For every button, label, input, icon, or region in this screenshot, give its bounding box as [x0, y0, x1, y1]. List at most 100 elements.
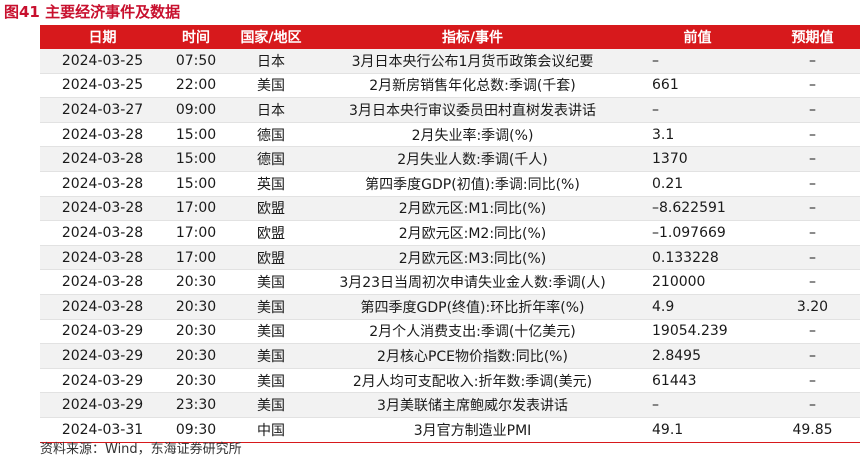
- indicator-header: 指标/事件: [315, 25, 630, 49]
- previous-value-cell: 661: [630, 73, 765, 99]
- indicator-cell: 3月日本央行审议委员田村直树发表讲话: [315, 97, 630, 123]
- table-header-row: 日期 时间 国家/地区 指标/事件 前值 预期值: [40, 25, 860, 49]
- date-cell: 2024-03-28: [40, 269, 165, 295]
- date-cell: 2024-03-29: [40, 368, 165, 394]
- time-cell: 17:00: [165, 220, 227, 246]
- table-row: 2024-03-28 20:30 美国 第四季度GDP(终值):环比折年率(%) 4.9…: [40, 294, 860, 320]
- indicator-cell: 2月新房销售年化总数:季调(千套): [315, 73, 630, 99]
- date-cell: 2024-03-29: [40, 392, 165, 418]
- indicator-cell: 3月23日当周初次申请失业金人数:季调(人): [315, 269, 630, 295]
- date-cell: 2024-03-28: [40, 146, 165, 172]
- region-cell: 欧盟: [227, 220, 315, 246]
- time-cell: 15:00: [165, 122, 227, 148]
- previous-value-cell: –: [630, 49, 765, 74]
- previous-value-cell: 2.8495: [630, 343, 765, 369]
- table-row: 2024-03-29 20:30 美国 2月人均可支配收入:折年数:季调(美元) 614…: [40, 368, 860, 394]
- forecast-value-cell: 3.20: [765, 294, 860, 320]
- time-cell: 09:00: [165, 97, 227, 123]
- previous-value-cell: 4.9: [630, 294, 765, 320]
- region-cell: 德国: [227, 122, 315, 148]
- table-row: 2024-03-28 17:00 欧盟 2月欧元区:M1:同比(%) –8.622591…: [40, 196, 860, 222]
- indicator-cell: 第四季度GDP(初值):季调:同比(%): [315, 171, 630, 197]
- table-row: 2024-03-31 09:30 中国 3月官方制造业PMI 49.1 49.85: [40, 417, 860, 443]
- forecast-value-cell: –: [765, 368, 860, 394]
- table-row: 2024-03-29 23:30 美国 3月美联储主席鲍威尔发表讲话 – –: [40, 392, 860, 418]
- forecast-header: 预期值: [765, 25, 860, 49]
- region-cell: 美国: [227, 294, 315, 320]
- region-cell: 美国: [227, 343, 315, 369]
- previous-value-cell: –: [630, 392, 765, 418]
- date-cell: 2024-03-25: [40, 73, 165, 99]
- region-cell: 欧盟: [227, 245, 315, 271]
- forecast-value-cell: –: [765, 220, 860, 246]
- forecast-value-cell: –: [765, 269, 860, 295]
- indicator-cell: 3月日本央行公布1月货币政策会议纪要: [315, 49, 630, 74]
- time-header: 时间: [165, 25, 227, 49]
- table-row: 2024-03-29 20:30 美国 2月个人消费支出:季调(十亿美元) 19054.…: [40, 319, 860, 345]
- previous-value-cell: –8.622591: [630, 196, 765, 222]
- region-cell: 德国: [227, 146, 315, 172]
- time-cell: 15:00: [165, 171, 227, 197]
- indicator-cell: 2月失业率:季调(%): [315, 122, 630, 148]
- indicator-cell: 2月欧元区:M1:同比(%): [315, 196, 630, 222]
- date-cell: 2024-03-28: [40, 171, 165, 197]
- previous-value-cell: 19054.239: [630, 319, 765, 345]
- region-cell: 美国: [227, 368, 315, 394]
- forecast-value-cell: –: [765, 171, 860, 197]
- date-cell: 2024-03-28: [40, 220, 165, 246]
- time-cell: 15:00: [165, 146, 227, 172]
- date-cell: 2024-03-29: [40, 343, 165, 369]
- previous-value-cell: –1.097669: [630, 220, 765, 246]
- table-body: 2024-03-25 07:50 日本 3月日本央行公布1月货币政策会议纪要 – –202…: [40, 49, 860, 443]
- region-cell: 美国: [227, 73, 315, 99]
- date-cell: 2024-03-31: [40, 417, 165, 443]
- indicator-cell: 2月欧元区:M2:同比(%): [315, 220, 630, 246]
- forecast-value-cell: –: [765, 245, 860, 271]
- figure-title: 图41 主要经济事件及数据: [4, 3, 181, 21]
- time-cell: 07:50: [165, 49, 227, 74]
- time-cell: 20:30: [165, 319, 227, 345]
- date-cell: 2024-03-28: [40, 245, 165, 271]
- region-cell: 美国: [227, 392, 315, 418]
- table-row: 2024-03-27 09:00 日本 3月日本央行审议委员田村直树发表讲话 – –: [40, 97, 860, 123]
- date-cell: 2024-03-27: [40, 97, 165, 123]
- forecast-value-cell: 49.85: [765, 417, 860, 443]
- indicator-cell: 2月失业人数:季调(千人): [315, 146, 630, 172]
- table-row: 2024-03-28 15:00 德国 2月失业人数:季调(千人) 1370–: [40, 146, 860, 172]
- source-note: 资料来源：Wind，东海证券研究所: [40, 442, 242, 457]
- date-cell: 2024-03-28: [40, 122, 165, 148]
- region-cell: 中国: [227, 417, 315, 443]
- time-cell: 20:30: [165, 269, 227, 295]
- region-cell: 美国: [227, 319, 315, 345]
- date-cell: 2024-03-28: [40, 196, 165, 222]
- region-header: 国家/地区: [227, 25, 315, 49]
- previous-value-cell: 210000: [630, 269, 765, 295]
- forecast-value-cell: –: [765, 73, 860, 99]
- table-row: 2024-03-25 07:50 日本 3月日本央行公布1月货币政策会议纪要 – –: [40, 49, 860, 74]
- time-cell: 17:00: [165, 245, 227, 271]
- forecast-value-cell: –: [765, 343, 860, 369]
- time-cell: 23:30: [165, 392, 227, 418]
- previous-header: 前值: [630, 25, 765, 49]
- date-cell: 2024-03-28: [40, 294, 165, 320]
- previous-value-cell: –: [630, 97, 765, 123]
- time-cell: 17:00: [165, 196, 227, 222]
- previous-value-cell: 0.21: [630, 171, 765, 197]
- table-row: 2024-03-28 15:00 德国 2月失业率:季调(%) 3.1–: [40, 122, 860, 148]
- table-row: 2024-03-29 20:30 美国 2月核心PCE物价指数:同比(%) 2.8495…: [40, 343, 860, 369]
- region-cell: 日本: [227, 49, 315, 74]
- table-row: 2024-03-28 17:00 欧盟 2月欧元区:M3:同比(%) 0.133228–: [40, 245, 860, 271]
- forecast-value-cell: –: [765, 196, 860, 222]
- indicator-cell: 2月核心PCE物价指数:同比(%): [315, 343, 630, 369]
- time-cell: 22:00: [165, 73, 227, 99]
- time-cell: 20:30: [165, 368, 227, 394]
- region-cell: 美国: [227, 269, 315, 295]
- table-row: 2024-03-28 15:00 英国 第四季度GDP(初值):季调:同比(%) 0.2…: [40, 171, 860, 197]
- indicator-cell: 2月个人消费支出:季调(十亿美元): [315, 319, 630, 345]
- indicator-cell: 第四季度GDP(终值):环比折年率(%): [315, 294, 630, 320]
- indicator-cell: 3月官方制造业PMI: [315, 417, 630, 443]
- table-row: 2024-03-28 20:30 美国 3月23日当周初次申请失业金人数:季调(人) 2…: [40, 269, 860, 295]
- forecast-value-cell: –: [765, 146, 860, 172]
- date-cell: 2024-03-25: [40, 49, 165, 74]
- indicator-cell: 2月人均可支配收入:折年数:季调(美元): [315, 368, 630, 394]
